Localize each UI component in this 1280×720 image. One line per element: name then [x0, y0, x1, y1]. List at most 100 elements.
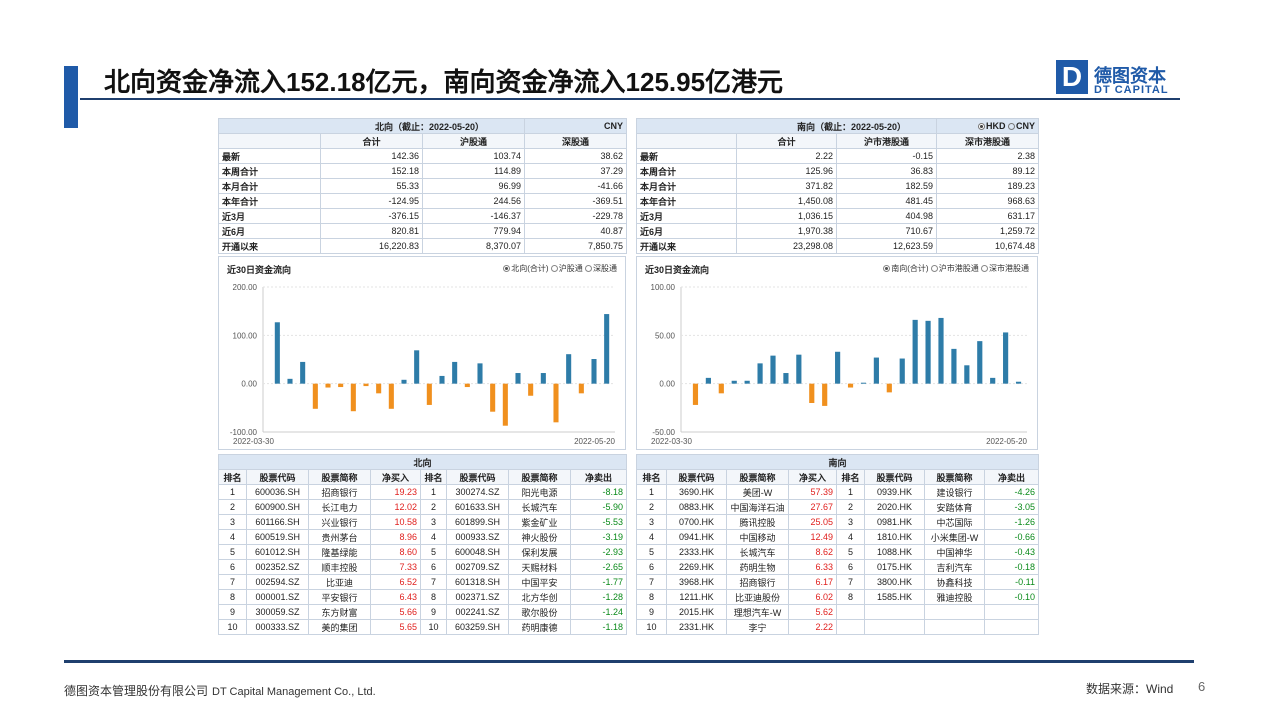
table-row: 4 0941.HK 中国移动 12.49 4 1810.HK 小米集团-W -0.66: [636, 529, 1040, 545]
hkd-radio[interactable]: [978, 123, 985, 130]
row-value: -369.51: [524, 193, 627, 209]
row-label: 近3月: [636, 208, 737, 224]
row-value: 103.74: [422, 148, 525, 164]
stock-cell: 4: [218, 529, 247, 545]
south-legend-radio-sh[interactable]: [930, 265, 938, 272]
bar: [325, 383, 331, 388]
row-value: -124.95: [320, 193, 423, 209]
table-row: 8 1211.HK 比亚迪股份 6.02 8 1585.HK 雅迪控股 -0.10: [636, 589, 1040, 605]
company-logo: D 德图资本 DT CAPITAL: [1056, 60, 1180, 98]
stock-cell: 隆基绿能: [308, 544, 371, 560]
north-chart-panel: 近30日资金流向 北向(合计) 沪股通 深股通 200.00 100.00 0.00…: [218, 256, 626, 450]
stock-cell: -3.19: [569, 529, 628, 545]
stock-cell: 1: [636, 484, 667, 500]
stock-cell: 1211.HK: [666, 589, 727, 605]
stock-cell: 3: [420, 514, 447, 530]
stock-cell: 9: [420, 604, 447, 620]
stock-cell: 5: [420, 544, 447, 560]
stock-cell: 601633.SH: [446, 499, 509, 515]
south-stocks-table: 南向 排名 股票代码 股票简称 净买入 排名 股票代码 股票简称 净卖出 1 3690.HK 美团…: [635, 454, 1040, 635]
page-title: 北向资金净流入152.18亿元，南向资金净流入125.95亿港元: [104, 67, 784, 97]
bar: [822, 383, 828, 406]
bar: [796, 354, 802, 384]
summary-row: 本周合计 125.96 36.83 89.12: [636, 163, 1040, 179]
stock-cell: 长江电力: [308, 499, 371, 515]
bar: [312, 383, 318, 409]
stock-cell: 601012.SH: [246, 544, 309, 560]
stock-cell: 25.05: [788, 514, 837, 530]
stock-col-header: 净买入: [788, 469, 837, 485]
stock-col-header: 股票简称: [508, 469, 571, 485]
table-row: 7 3968.HK 招商银行 6.17 7 3800.HK 协鑫科技 -0.11: [636, 574, 1040, 590]
stock-cell: [864, 604, 925, 620]
stock-cell: 6: [636, 559, 667, 575]
north-stocks-panel: 北向 排名 股票代码 股票简称 净买入 排名 股票代码 股票简称 净卖出 1 600036.SH…: [217, 454, 628, 635]
cny-radio[interactable]: [1008, 123, 1016, 130]
stock-cell: 5: [836, 544, 865, 560]
stock-cell: 8: [636, 589, 667, 605]
stock-cell: 中国海洋石油: [726, 499, 789, 515]
south-header: 南向（截止：2022-05-20）: [635, 118, 938, 134]
stock-cell: 1: [218, 484, 247, 500]
north-legend-radio-total[interactable]: [503, 265, 511, 272]
row-label: 本周合计: [636, 163, 737, 179]
row-value: 2.22: [736, 148, 837, 164]
stock-cell: 理想汽车-W: [726, 604, 789, 620]
stock-cell: 4: [420, 529, 447, 545]
stock-cell: 歌尔股份: [508, 604, 571, 620]
row-value: 779.94: [422, 223, 525, 239]
title-accent-bar: [64, 66, 78, 128]
row-value: 55.33: [320, 178, 423, 194]
row-value: 371.82: [736, 178, 837, 194]
stock-cell: 12.02: [370, 499, 421, 515]
summary-row: 近6月 1,970.38 710.67 1,259.72: [636, 223, 1040, 239]
stock-cell: -1.77: [569, 574, 628, 590]
summary-row: 本月合计 55.33 96.99 -41.66: [218, 178, 627, 194]
stock-cell: 8.96: [370, 529, 421, 545]
stock-cell: 比亚迪股份: [726, 589, 789, 605]
bar: [964, 365, 970, 384]
stock-cell: 李宁: [726, 619, 789, 635]
stock-col-header: 净买入: [370, 469, 421, 485]
bar: [350, 383, 356, 412]
south-col-sz: 深市港股通: [936, 133, 1040, 149]
stock-cell: 19.23: [370, 484, 421, 500]
north-legend-radio-sh[interactable]: [550, 265, 558, 272]
bar: [540, 373, 546, 384]
stock-cell: 002241.SZ: [446, 604, 509, 620]
stock-cell: 5.65: [370, 619, 421, 635]
stock-cell: 中国平安: [508, 574, 571, 590]
table-row: 5 2333.HK 长城汽车 8.62 5 1088.HK 中国神华 -0.43: [636, 544, 1040, 560]
north-legend-radio-sz[interactable]: [585, 265, 592, 272]
y-tick-label: -100.00: [230, 428, 258, 437]
stock-cell: -2.65: [569, 559, 628, 575]
bar: [873, 357, 879, 384]
footer-company-en: DT Capital Management Co., Ltd.: [212, 686, 376, 698]
stock-cell: -5.53: [569, 514, 628, 530]
row-label: 近6月: [636, 223, 737, 239]
row-value: 38.62: [524, 148, 627, 164]
row-value: 189.23: [936, 178, 1040, 194]
stock-cell: 002709.SZ: [446, 559, 509, 575]
stock-cell: 小米集团-W: [924, 529, 985, 545]
bar: [477, 363, 483, 384]
row-label: 近6月: [218, 223, 321, 239]
south-chart-title: 近30日资金流向: [645, 265, 710, 275]
x-end-label: 2022-05-20: [574, 437, 615, 446]
stock-col-header: 股票简称: [726, 469, 789, 485]
north-chart-title: 近30日资金流向: [227, 265, 292, 275]
south-legend-radio-total[interactable]: [883, 265, 891, 272]
stock-cell: 6.02: [788, 589, 837, 605]
stock-cell: 300274.SZ: [446, 484, 509, 500]
stock-cell: 6: [420, 559, 447, 575]
stock-cell: [924, 604, 985, 620]
south-summary-panel: 南向（截止：2022-05-20） HKD CNY 合计 沪市港股通 深市港股通…: [635, 118, 1040, 254]
stock-cell: 吉利汽车: [924, 559, 985, 575]
x-end-label: 2022-05-20: [986, 437, 1027, 446]
logo-cn-name: 德图资本: [1094, 66, 1166, 86]
south-legend-radio-sz[interactable]: [981, 265, 988, 272]
bar: [783, 373, 789, 384]
bar: [990, 377, 996, 384]
summary-row: 开通以来 23,298.08 12,623.59 10,674.48: [636, 238, 1040, 254]
